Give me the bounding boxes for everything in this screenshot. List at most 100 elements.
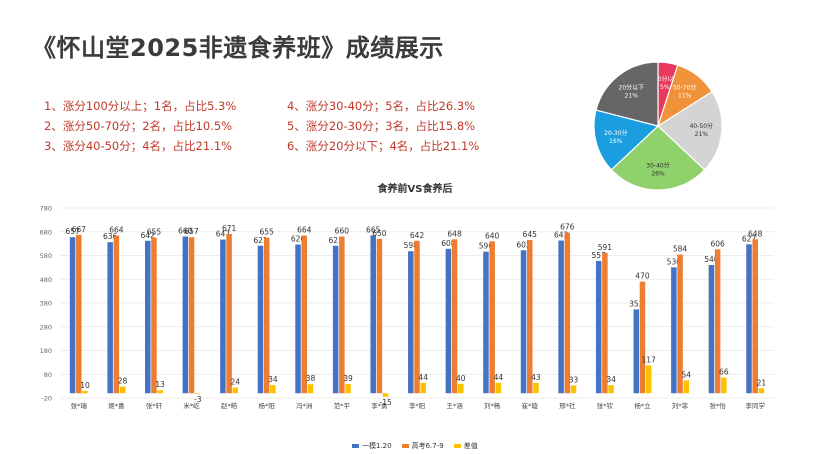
bar <box>602 252 608 394</box>
pie-slice-percent: 21% <box>695 131 709 138</box>
x-tick-label: 范*平 <box>334 401 351 410</box>
bar-value-label: -3 <box>194 395 202 404</box>
bar-chart-legend: 一模1.20 高考6.7-9 差值 <box>352 441 478 451</box>
bar-value-label: 621 <box>328 236 343 245</box>
bar <box>232 387 239 394</box>
bar <box>721 377 727 394</box>
legend-label: 一模1.20 <box>362 442 392 450</box>
x-tick-label: 张*轩 <box>146 401 163 410</box>
legend-swatch <box>453 444 461 448</box>
bar <box>408 251 414 394</box>
bar-value-label: 34 <box>268 375 278 384</box>
bar <box>194 393 201 395</box>
bar <box>495 382 502 394</box>
bar-value-label: 584 <box>673 245 688 254</box>
x-tick-label: 刘*菲 <box>672 401 689 410</box>
x-tick-label: 邢*社 <box>559 401 576 410</box>
bar-value-label: 655 <box>147 228 162 237</box>
bar <box>345 383 351 394</box>
bar-value-label: -15 <box>379 398 391 407</box>
bar-value-label: 621 <box>253 236 268 245</box>
bar <box>520 250 527 394</box>
bar <box>420 382 426 394</box>
stats-left-list: 1、涨分100分以上；1名，占比5.3% 2、涨分50-70分；2名，占比10.… <box>44 96 236 156</box>
bar-value-label: 353 <box>629 299 644 308</box>
bar-value-label: 44 <box>418 373 428 382</box>
legend-item: 一模1.20 <box>352 441 392 451</box>
y-tick-label: 680 <box>40 228 52 236</box>
bar-value-label: 598 <box>404 241 419 250</box>
x-tick-label: 张*瑞 <box>71 401 88 410</box>
bar-value-label: 117 <box>642 355 657 364</box>
bar <box>82 390 88 394</box>
bar-value-label: 66 <box>719 368 729 377</box>
bar-value-label: 676 <box>560 223 575 232</box>
bar <box>257 245 264 394</box>
legend-item: 差值 <box>453 441 478 451</box>
bar-value-label: 596 <box>479 242 494 251</box>
y-tick-label: 280 <box>40 323 52 331</box>
bar-value-label: 657 <box>65 227 80 236</box>
bar-value-label: 664 <box>297 226 312 235</box>
bar <box>564 232 571 394</box>
page-title: 《怀山堂2025非遗食养班》成绩展示 <box>32 34 444 62</box>
pie-slice-label: 30-40分 <box>646 162 669 170</box>
pie-slice-percent: 5% <box>660 84 670 91</box>
bar-value-label: 642 <box>410 231 425 240</box>
stat-line: 5、涨分20-30分；3名，占比15.8% <box>287 119 476 133</box>
bar-value-label: 24 <box>231 378 241 387</box>
bar <box>633 309 640 394</box>
stat-line: 6、涨分20分以下；4名，占比21.1% <box>287 139 480 153</box>
x-tick-label: 冯*洲 <box>296 402 312 410</box>
bar-value-label: 530 <box>667 257 682 266</box>
bar-value-label: 44 <box>494 373 504 382</box>
y-tick-label: 180 <box>40 347 52 355</box>
bar-value-label: 13 <box>155 380 165 389</box>
bar-value-label: 557 <box>592 251 607 260</box>
y-tick-label: 480 <box>40 276 52 284</box>
bar <box>758 388 765 394</box>
x-tick-label: 李*阳 <box>409 401 425 410</box>
pie-slice-label: 40-50分 <box>690 122 713 130</box>
bar <box>370 235 376 394</box>
bar <box>558 240 564 394</box>
x-tick-label: 张*钦 <box>597 401 614 410</box>
bar-value-label: 21 <box>757 378 767 387</box>
bar <box>145 240 151 394</box>
pie-slice <box>595 61 659 127</box>
legend-label: 高考6.7-9 <box>411 442 444 450</box>
pie-slice-label: 100分以上 <box>650 75 679 83</box>
bar-value-label: 655 <box>260 228 275 237</box>
bar <box>752 239 758 394</box>
bar-value-label: 647 <box>216 230 231 239</box>
bar-value-label: 640 <box>485 231 500 240</box>
pie-slice <box>593 109 660 171</box>
y-tick-label: 80 <box>44 371 52 379</box>
y-tick-label: 580 <box>40 252 52 260</box>
bar <box>570 385 577 394</box>
pie-slice-percent: 26% <box>651 171 665 178</box>
bar-value-label: 664 <box>109 226 124 235</box>
bar <box>69 237 76 394</box>
bar-value-label: 34 <box>606 375 616 384</box>
x-tick-label: 赵*皓 <box>221 401 238 410</box>
bar-value-label: 602 <box>516 240 531 249</box>
bar-value-label: 10 <box>80 381 90 390</box>
x-tick-label: 崔*璇 <box>522 401 539 410</box>
x-tick-label: 杨*阳 <box>259 401 275 410</box>
bar-value-label: 660 <box>178 227 193 236</box>
pie-slice-percent: 21% <box>625 93 639 100</box>
bar <box>483 251 489 394</box>
legend-label: 差值 <box>463 442 478 450</box>
y-tick-label: -20 <box>41 395 52 403</box>
pie-slice-label: 20分以下 <box>619 84 645 92</box>
bar <box>458 383 464 394</box>
bar-value-label: 470 <box>635 272 650 281</box>
bar <box>76 234 82 394</box>
bar <box>382 393 389 397</box>
bar <box>295 244 301 394</box>
chart-title: 食养前VS食养后 <box>377 182 453 195</box>
legend-swatch <box>401 444 409 448</box>
pie-slice-label: 50-70分 <box>673 84 696 92</box>
bar-value-label: 665 <box>366 225 381 234</box>
